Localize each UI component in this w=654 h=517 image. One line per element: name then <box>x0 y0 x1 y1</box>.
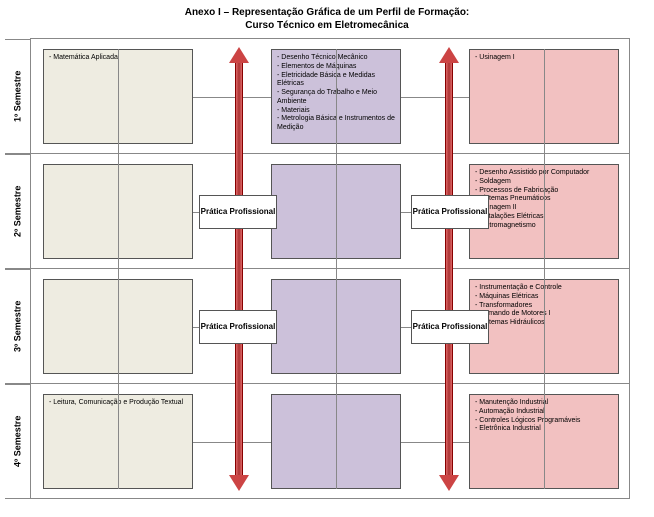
page-title: Anexo I – Representação Gráfica de um Pe… <box>0 0 654 36</box>
semester-label: 3º Semestre <box>5 269 31 384</box>
semester-row: 4º Semestre- Leitura, Comunicação e Prod… <box>31 384 630 499</box>
pratica-profissional-box: Prática Profissional <box>199 195 277 229</box>
title-line-1: Anexo I – Representação Gráfica de um Pe… <box>0 6 654 19</box>
flow-arrow <box>439 39 459 499</box>
semester-row: 1º Semestre- Matemática Aplicada- Desenh… <box>31 39 630 154</box>
pratica-profissional-box: Prática Profissional <box>411 310 489 344</box>
title-line-2: Curso Técnico em Eletromecânica <box>0 19 654 32</box>
semester-label: 1º Semestre <box>5 39 31 154</box>
semester-row: 3º Semestre- Instrumentação e Controle- … <box>31 269 630 384</box>
semester-label: 4º Semestre <box>5 384 31 499</box>
flow-arrow <box>229 39 249 499</box>
semester-row: 2º Semestre- Desenho Assistido por Compu… <box>31 154 630 269</box>
pratica-profissional-box: Prática Profissional <box>199 310 277 344</box>
semester-label: 2º Semestre <box>5 154 31 269</box>
pratica-profissional-box: Prática Profissional <box>411 195 489 229</box>
curriculum-grid: 1º Semestre- Matemática Aplicada- Desenh… <box>30 38 630 498</box>
